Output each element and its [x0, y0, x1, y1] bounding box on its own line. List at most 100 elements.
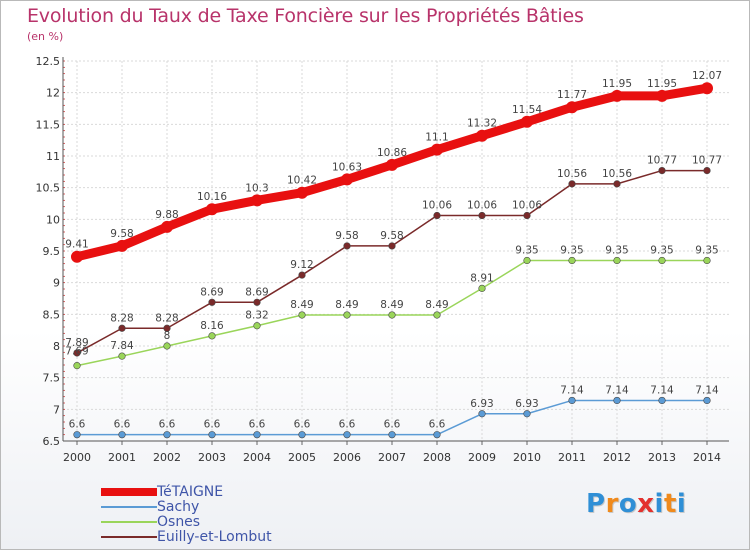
y-tick-label: 8.5 — [43, 308, 61, 321]
data-label: 10.63 — [332, 161, 362, 173]
brand-letter: t — [663, 489, 677, 519]
y-tick-label: 12.5 — [36, 55, 61, 68]
data-label: 6.6 — [429, 419, 446, 431]
series-point-1 — [568, 396, 576, 405]
data-label: 12.07 — [692, 70, 722, 82]
x-tick-label: 2011 — [558, 451, 586, 464]
data-label: 6.6 — [159, 419, 176, 431]
series-point-3 — [658, 166, 666, 175]
series-point-1 — [703, 396, 711, 405]
axes — [62, 57, 729, 445]
series-point-1 — [433, 431, 441, 439]
series-point-1 — [163, 431, 171, 439]
data-label: 6.6 — [69, 419, 86, 431]
series-point-1 — [343, 431, 351, 439]
legend-label: Sachy — [157, 499, 200, 515]
data-label: 8.16 — [200, 320, 224, 332]
data-label: 7.69 — [65, 346, 88, 358]
data-label: 8.69 — [200, 286, 223, 298]
series-point-1 — [523, 410, 531, 418]
data-label: 8.49 — [380, 299, 403, 311]
series-point-3 — [253, 298, 261, 306]
brand-letter: i — [654, 489, 664, 519]
data-label: 9.58 — [380, 230, 403, 242]
data-label: 7.89 — [65, 337, 88, 349]
series-point-0 — [296, 186, 308, 199]
y-tick-label: 7 — [53, 403, 60, 416]
x-tick-label: 2010 — [513, 451, 541, 464]
data-label: 10.42 — [287, 175, 317, 187]
series-point-2 — [298, 311, 306, 319]
x-tick-label: 2004 — [243, 451, 271, 464]
data-label: 10.56 — [557, 168, 587, 180]
data-label: 8 — [164, 330, 171, 342]
legend-swatch — [101, 488, 157, 496]
x-axis-ticks: 2000 2001 2002 2003 2004 2005 2006 2007 2008 2009… — [63, 451, 721, 464]
data-label: 9.41 — [65, 239, 88, 251]
series-point-0 — [251, 194, 263, 207]
y-tick-label: 12 — [46, 87, 60, 100]
series-point-0 — [206, 203, 218, 216]
data-label: 10.56 — [602, 168, 632, 180]
data-label: 8.49 — [425, 299, 448, 311]
series-point-2 — [163, 342, 171, 350]
data-label: 7.84 — [110, 340, 134, 352]
y-tick-label: 10 — [46, 213, 60, 226]
legend-label: TéTAIGNE — [157, 484, 224, 500]
series-point-0 — [611, 89, 623, 102]
x-tick-label: 2008 — [423, 451, 451, 464]
brand-letter: x — [637, 489, 655, 519]
series-point-3 — [613, 180, 621, 188]
x-tick-label: 2003 — [198, 451, 226, 464]
x-tick-label: 2002 — [153, 451, 181, 464]
series-point-3 — [523, 211, 531, 220]
data-label: 6.6 — [114, 419, 131, 431]
series-point-2 — [208, 332, 216, 340]
data-label: 6.6 — [384, 419, 401, 431]
data-label: 6.93 — [470, 398, 493, 410]
series-point-3 — [568, 180, 576, 188]
legend-label: Euilly-et-Lombut — [157, 529, 272, 545]
data-label: 10.3 — [245, 182, 268, 194]
series-point-0 — [116, 239, 128, 252]
series-point-3 — [388, 242, 396, 250]
data-label: 8.28 — [110, 312, 133, 324]
data-label: 11.95 — [602, 78, 632, 90]
brand-letter: r — [605, 489, 619, 519]
data-label: 6.6 — [294, 419, 311, 431]
series-point-3 — [118, 324, 126, 332]
data-label: 7.14 — [560, 384, 584, 396]
series-point-2 — [658, 256, 666, 265]
data-label: 7.14 — [695, 384, 719, 396]
series-point-2 — [523, 256, 531, 265]
series-point-1 — [73, 431, 81, 439]
series-point-3 — [298, 271, 306, 279]
series-point-3 — [343, 242, 351, 250]
series-point-3 — [478, 211, 486, 220]
series-point-0 — [656, 89, 668, 102]
data-label: 9.35 — [650, 245, 673, 257]
data-label: 10.06 — [422, 200, 452, 212]
series-point-2 — [568, 256, 576, 265]
series-point-0 — [701, 82, 713, 95]
data-label: 9.35 — [515, 245, 538, 257]
data-label: 6.6 — [204, 419, 221, 431]
series-point-3 — [208, 298, 216, 306]
y-tick-label: 10.5 — [36, 182, 61, 195]
series-point-0 — [341, 173, 353, 186]
y-tick-label: 6.5 — [43, 435, 61, 448]
grid — [63, 60, 729, 442]
series-point-0 — [386, 158, 398, 171]
legend-label: Osnes — [157, 514, 201, 530]
series-point-0 — [161, 220, 173, 233]
series-point-3 — [163, 324, 171, 332]
series-point-2 — [253, 322, 261, 330]
series-point-1 — [658, 396, 666, 405]
x-tick-label: 2014 — [693, 451, 721, 464]
data-label: 10.16 — [197, 191, 227, 203]
data-label: 6.6 — [339, 419, 356, 431]
series-point-0 — [431, 143, 443, 156]
data-labels: 9.41 9.58 9.88 10.16 10.3 10.42 10.63 10.86 11.1… — [65, 70, 722, 430]
